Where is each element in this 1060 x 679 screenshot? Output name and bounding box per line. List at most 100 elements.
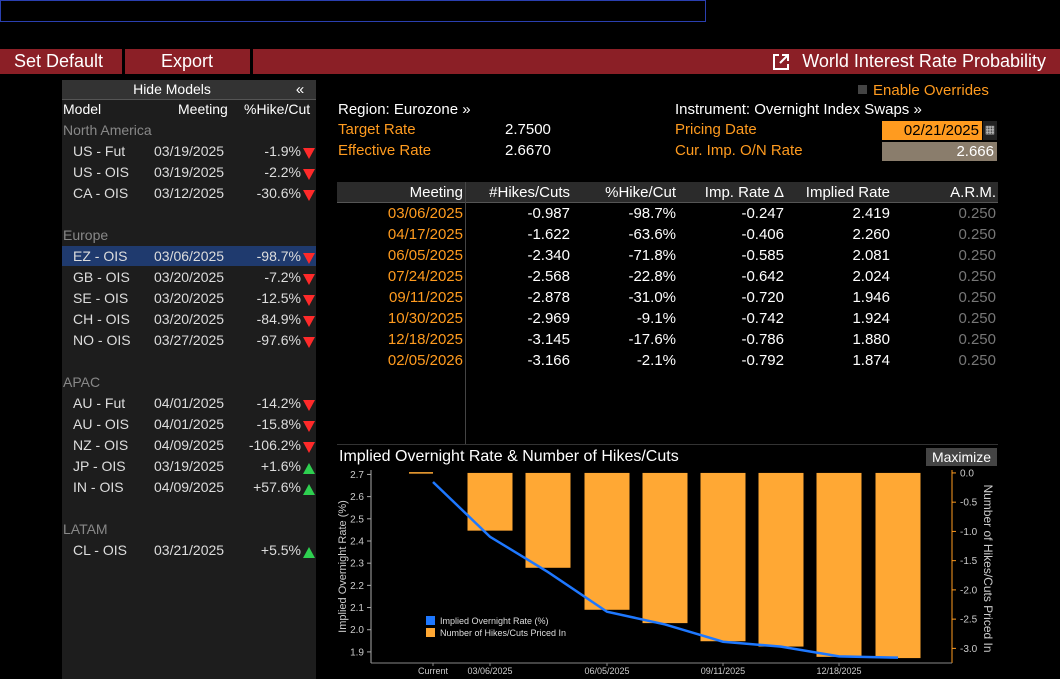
col-model[interactable]: Model xyxy=(63,101,102,117)
x-tick-label: 09/11/2025 xyxy=(701,666,745,676)
implied-rate-chart[interactable]: 2.7 2.6 2.5 2.4 2.3 2.2 2.1 2.0 1.9 Implied Overn… xyxy=(336,466,1000,679)
model-name: SE - OIS xyxy=(73,290,129,306)
cell-arm: 0.250 xyxy=(958,289,996,306)
direction-indicator xyxy=(301,145,315,161)
calendar-icon[interactable]: ▦ xyxy=(983,121,997,140)
model-row[interactable]: IN - OIS 04/09/2025 +57.6% xyxy=(62,477,316,497)
table-row[interactable]: 04/17/2025 -1.622 -63.6% -0.406 2.260 0.250 xyxy=(337,224,998,245)
meetings-table: Meeting #Hikes/Cuts %Hike/Cut Imp. Rate … xyxy=(337,182,998,444)
export-button[interactable]: Export xyxy=(161,51,214,71)
checkbox-icon[interactable] xyxy=(858,85,867,94)
cell-implied-rate: 1.946 xyxy=(852,289,890,306)
direction-indicator xyxy=(301,418,315,434)
model-row[interactable]: CA - OIS 03/12/2025 -30.6% xyxy=(62,183,316,203)
pricing-date-input[interactable]: 02/21/2025 xyxy=(882,121,982,140)
instrument-selector[interactable]: Instrument: Overnight Index Swaps » xyxy=(675,101,922,118)
table-row[interactable]: 06/05/2025 -2.340 -71.8% -0.585 2.081 0.250 xyxy=(337,245,998,266)
arrow-up-icon xyxy=(303,484,315,495)
table-row[interactable]: 10/30/2025 -2.969 -9.1% -0.742 1.924 0.250 xyxy=(337,308,998,329)
model-row[interactable]: US - OIS 03/19/2025 -2.2% xyxy=(62,162,316,182)
th-imp-rate-delta[interactable]: Imp. Rate Δ xyxy=(704,184,784,201)
right-tick-label: 0.0 xyxy=(960,468,974,479)
model-row[interactable]: CL - OIS 03/21/2025 +5.5% xyxy=(62,540,316,560)
table-row[interactable]: 09/11/2025 -2.878 -31.0% -0.720 1.946 0.250 xyxy=(337,287,998,308)
model-row[interactable]: CH - OIS 03/20/2025 -84.9% xyxy=(62,309,316,329)
set-default-button[interactable]: Set Default xyxy=(14,51,104,71)
model-row[interactable]: EZ - OIS 03/06/2025 -98.7% xyxy=(62,246,316,266)
cell-hike-cut-pct: -2.1% xyxy=(636,352,676,369)
hide-models-button[interactable]: Hide Models xyxy=(133,81,211,97)
th-hike-cut-pct[interactable]: %Hike/Cut xyxy=(605,184,676,201)
model-row[interactable]: AU - OIS 04/01/2025 -15.8% xyxy=(62,414,316,434)
arrow-down-icon xyxy=(303,190,315,201)
direction-indicator xyxy=(301,250,315,266)
cell-arm: 0.250 xyxy=(958,268,996,285)
cell-meeting-date: 12/18/2025 xyxy=(387,331,463,348)
model-meeting-date: 03/20/2025 xyxy=(154,290,225,306)
cell-hikes-cuts: -1.622 xyxy=(527,226,570,243)
model-name: JP - OIS xyxy=(73,458,126,474)
cell-meeting-date: 04/17/2025 xyxy=(387,226,463,243)
cell-implied-rate: 1.880 xyxy=(852,331,890,348)
arrow-down-icon xyxy=(303,148,315,159)
cell-imp-rate-delta: -0.642 xyxy=(741,268,784,285)
table-bottom-border xyxy=(337,444,998,445)
arrow-down-icon xyxy=(303,295,315,306)
cell-hike-cut-pct: -71.8% xyxy=(628,247,676,264)
right-tick-label: -2.0 xyxy=(960,585,978,596)
collapse-panel-icon[interactable]: « xyxy=(295,81,305,98)
th-implied-rate[interactable]: Implied Rate xyxy=(805,184,890,201)
model-hike-cut-pct: -30.6% xyxy=(256,185,301,201)
th-arm[interactable]: A.R.M. xyxy=(950,184,996,201)
right-tick-label: -1.0 xyxy=(960,527,978,538)
table-row[interactable]: 07/24/2025 -2.568 -22.8% -0.642 2.024 0.250 xyxy=(337,266,998,287)
cell-imp-rate-delta: -0.247 xyxy=(741,205,784,222)
table-row[interactable]: 03/06/2025 -0.987 -98.7% -0.247 2.419 0.250 xyxy=(337,203,998,224)
arrow-down-icon xyxy=(303,400,315,411)
cell-arm: 0.250 xyxy=(958,205,996,222)
models-column-headers: Model Meeting %Hike/Cut xyxy=(62,100,316,120)
model-row[interactable]: JP - OIS 03/19/2025 +1.6% xyxy=(62,456,316,476)
model-row[interactable]: NZ - OIS 04/09/2025 -106.2% xyxy=(62,435,316,455)
model-name: US - Fut xyxy=(73,143,126,159)
model-meeting-date: 03/20/2025 xyxy=(154,269,225,285)
cell-hikes-cuts: -2.878 xyxy=(527,289,570,306)
model-meeting-date: 03/21/2025 xyxy=(154,542,225,558)
external-link-icon[interactable] xyxy=(772,53,790,71)
col-hike-cut[interactable]: %Hike/Cut xyxy=(244,101,311,117)
model-name: EZ - OIS xyxy=(73,248,128,264)
model-hike-cut-pct: +57.6% xyxy=(253,479,301,495)
model-hike-cut-pct: -7.2% xyxy=(264,269,301,285)
cell-hike-cut-pct: -31.0% xyxy=(628,289,676,306)
model-row[interactable]: NO - OIS 03/27/2025 -97.6% xyxy=(62,330,316,350)
arrow-down-icon xyxy=(303,274,315,285)
enable-overrides-toggle[interactable]: Enable Overrides xyxy=(858,82,989,99)
th-meeting[interactable]: Meeting xyxy=(409,184,463,201)
command-line[interactable] xyxy=(0,0,706,22)
models-panel: Hide Models « Model Meeting %Hike/Cut No… xyxy=(62,80,316,679)
model-row[interactable]: GB - OIS 03/20/2025 -7.2% xyxy=(62,267,316,287)
model-row[interactable]: SE - OIS 03/20/2025 -12.5% xyxy=(62,288,316,308)
cell-implied-rate: 2.024 xyxy=(852,268,890,285)
legend-swatch-hikes xyxy=(426,628,435,637)
col-meeting[interactable]: Meeting xyxy=(178,101,228,117)
table-row[interactable]: 12/18/2025 -3.145 -17.6% -0.786 1.880 0.250 xyxy=(337,329,998,350)
maximize-button[interactable]: Maximize xyxy=(926,448,997,466)
cur-imp-rate-input[interactable]: 2.666 xyxy=(882,142,997,161)
arrow-up-icon xyxy=(303,547,315,558)
cell-arm: 0.250 xyxy=(958,226,996,243)
effective-rate-value: 2.6670 xyxy=(505,142,551,159)
region-selector[interactable]: Region: Eurozone » xyxy=(338,101,471,118)
x-tick-label: 03/06/2025 xyxy=(467,666,512,676)
model-row[interactable]: AU - Fut 04/01/2025 -14.2% xyxy=(62,393,316,413)
cell-hikes-cuts: -0.987 xyxy=(527,205,570,222)
model-name: CH - OIS xyxy=(73,311,130,327)
bar-hikes-cuts xyxy=(875,472,921,659)
model-row[interactable]: US - Fut 03/19/2025 -1.9% xyxy=(62,141,316,161)
arrow-down-icon xyxy=(303,421,315,432)
function-title-text: World Interest Rate Probability xyxy=(802,51,1046,71)
model-meeting-date: 04/09/2025 xyxy=(154,479,225,495)
th-hikes-cuts[interactable]: #Hikes/Cuts xyxy=(489,184,570,201)
cell-meeting-date: 07/24/2025 xyxy=(387,268,463,285)
table-row[interactable]: 02/05/2026 -3.166 -2.1% -0.792 1.874 0.250 xyxy=(337,350,998,371)
